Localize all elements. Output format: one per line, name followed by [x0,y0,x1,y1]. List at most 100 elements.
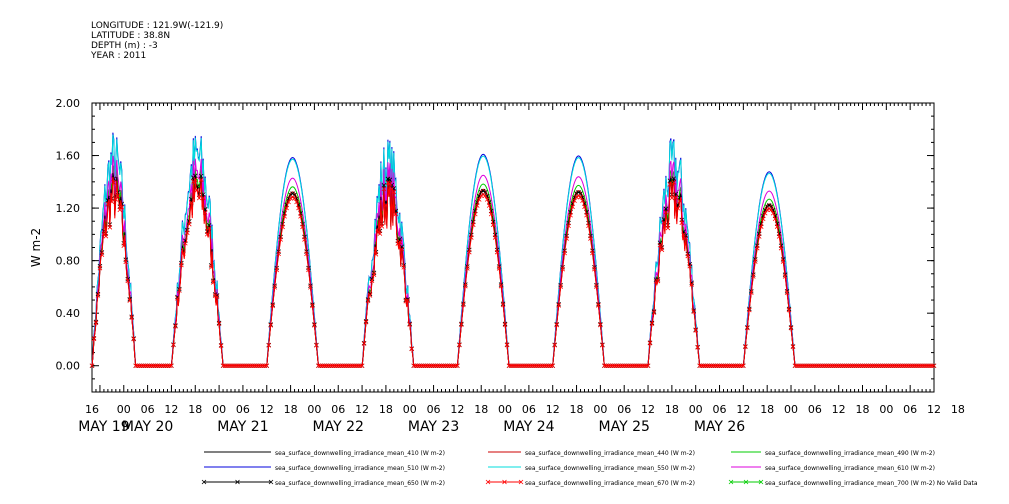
series-marker-7 [508,363,514,369]
series-marker-7 [558,284,563,290]
series-marker-7 [794,363,800,369]
series-marker-7 [655,278,661,284]
year-label: YEAR : 2011 [91,51,147,61]
series-marker-7 [425,363,430,369]
series-marker-7 [216,321,222,327]
series-marker-7 [157,363,162,369]
series-marker-7 [854,363,859,369]
series-marker-7 [437,363,442,369]
series-marker-7 [220,363,226,369]
series-marker-7 [264,363,270,369]
series-marker-7 [911,363,917,369]
series-marker-7 [768,207,774,213]
series-marker-7 [200,195,206,201]
series-marker-7 [399,246,405,252]
series-marker-7 [435,363,440,369]
legend-marker [268,479,274,485]
series-marker-7 [324,363,329,369]
y-axis-label: W m-2 [29,228,43,267]
series-marker-7 [488,211,494,217]
series-marker-7 [159,363,164,369]
series-marker-7 [909,363,915,369]
series-marker-7 [262,363,268,369]
x-hour-label: 18 [474,403,488,416]
series-marker-6 [290,191,295,196]
series-marker-7 [542,363,548,369]
legend-marker [758,479,764,485]
series-marker-7 [524,363,530,369]
y-tick-label: 0.80 [56,255,81,268]
series-marker-7 [198,177,204,183]
series-marker-7 [147,363,152,369]
series-marker-7 [550,363,555,369]
series-marker-7 [606,363,611,369]
series-marker-7 [838,363,843,369]
series-marker-7 [496,266,502,271]
series-marker-7 [214,294,220,300]
series-marker-7 [617,363,623,369]
series-marker-7 [312,323,317,328]
series-marker-7 [538,363,544,369]
series-marker-7 [762,210,768,216]
series-marker-7 [687,263,693,269]
series-marker-7 [143,363,148,369]
x-hour-label: 12 [927,403,941,416]
legend-label: sea_surface_downwelling_irradiance_mean_… [765,465,935,472]
series-marker-7 [925,363,931,369]
series-marker-7 [878,363,883,369]
series-marker-7 [719,363,724,369]
series-marker-7 [604,363,609,369]
series-marker-7 [929,363,935,369]
x-hour-label: 00 [879,403,893,416]
series-marker-7 [830,363,836,369]
x-hour-label: 12 [450,403,464,416]
series-marker-7 [314,343,319,348]
x-hour-label: 06 [808,403,822,416]
series-marker-7 [806,363,812,369]
series-marker-7 [747,307,752,313]
series-marker-7 [548,363,554,369]
x-hour-label: 12 [164,403,178,416]
series-marker-7 [786,307,792,313]
series-marker-7 [266,343,272,348]
series-marker-7 [482,193,488,199]
series-marker-7 [242,363,248,369]
series-marker-7 [731,363,736,369]
series-marker-7 [121,243,127,248]
series-marker-7 [824,363,830,369]
series-marker-7 [492,235,498,240]
series-marker-7 [343,363,349,369]
series-marker-7 [330,363,335,369]
series-marker-7 [780,259,786,264]
series-marker-7 [467,249,472,255]
series-marker-7 [671,180,677,185]
series-marker-7 [238,363,244,369]
series-marker-7 [280,224,285,230]
legend-marker [728,479,734,485]
series-marker-7 [717,363,722,369]
series-marker-7 [584,212,589,218]
series-marker-7 [776,234,782,239]
x-date-label: MAY 26 [694,419,745,435]
series-marker-7 [598,322,603,328]
series-marker-7 [431,363,436,369]
series-marker-7 [510,363,516,369]
series-marker-7 [226,363,232,369]
series-marker-7 [341,363,347,369]
series-marker-7 [278,237,283,242]
series-marker-7 [494,249,500,255]
series-marker-7 [808,363,814,369]
series-marker-7 [862,363,867,369]
series-marker-7 [246,363,252,369]
series-marker-7 [433,363,438,369]
series-marker-7 [621,363,627,369]
series-marker-7 [822,363,828,369]
series-marker-7 [304,251,309,257]
series-marker-7 [846,363,851,369]
series-marker-7 [826,363,832,369]
series-marker-7 [165,363,170,369]
series-marker-7 [258,363,264,369]
series-marker-7 [141,363,146,369]
series-marker-7 [836,363,841,369]
series-marker-7 [480,192,486,197]
